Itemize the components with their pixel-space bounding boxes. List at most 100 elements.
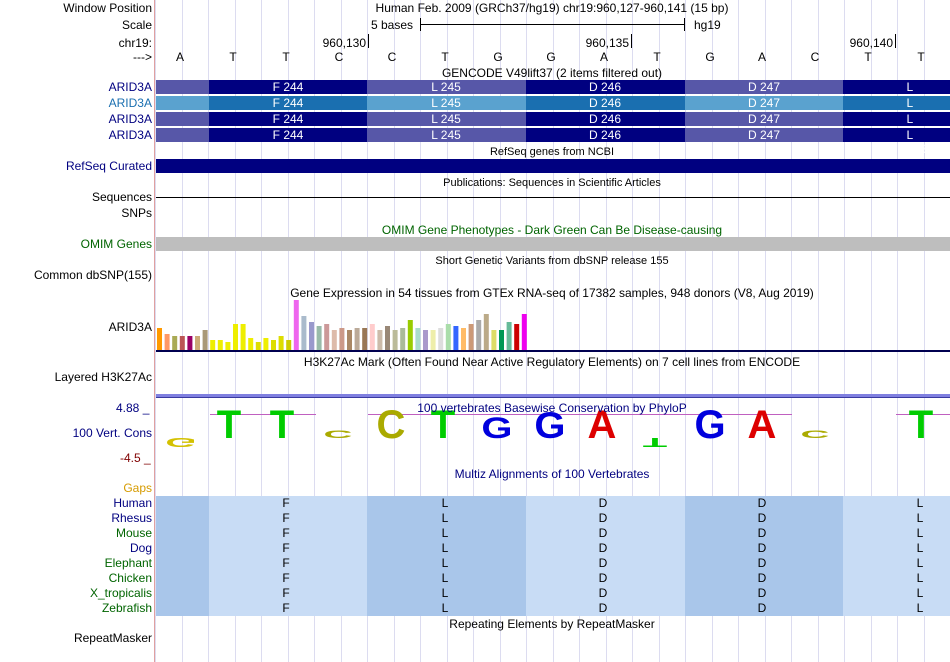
- multiz-segment[interactable]: [843, 526, 950, 541]
- multiz-segment[interactable]: [526, 586, 685, 601]
- multiz-segment[interactable]: [367, 556, 526, 571]
- multiz-segment[interactable]: [526, 571, 685, 586]
- refseq-gene-bar[interactable]: [156, 159, 950, 173]
- multiz-segment[interactable]: [685, 586, 843, 601]
- snps-label[interactable]: SNPs: [121, 206, 152, 220]
- multiz-segment[interactable]: [843, 541, 950, 556]
- repeatmasker-label[interactable]: RepeatMasker: [73, 631, 152, 645]
- multiz-segment[interactable]: [209, 496, 367, 511]
- multiz-segment[interactable]: [526, 541, 685, 556]
- multiz-segment[interactable]: [156, 556, 209, 571]
- omim-label[interactable]: OMIM Genes: [80, 237, 152, 251]
- gencode-exon-segment[interactable]: [367, 96, 526, 110]
- multiz-segment[interactable]: [685, 601, 843, 616]
- gencode-exon-segment[interactable]: [526, 112, 685, 126]
- multiz-segment[interactable]: [367, 571, 526, 586]
- multiz-segment[interactable]: [843, 586, 950, 601]
- multiz-segment[interactable]: [685, 526, 843, 541]
- species-label[interactable]: Dog: [129, 541, 152, 555]
- gencode-exon-segment[interactable]: [156, 128, 209, 142]
- multiz-segment[interactable]: [156, 571, 209, 586]
- gencode-exon-segment[interactable]: [685, 80, 843, 94]
- multiz-segment[interactable]: [367, 586, 526, 601]
- multiz-segment[interactable]: [156, 526, 209, 541]
- multiz-segment[interactable]: [526, 601, 685, 616]
- dbsnp-title[interactable]: Short Genetic Variants from dbSNP releas…: [435, 255, 669, 267]
- multiz-segment[interactable]: [843, 496, 950, 511]
- multiz-segment[interactable]: [685, 571, 843, 586]
- multiz-segment[interactable]: [156, 511, 209, 526]
- multiz-segment[interactable]: [209, 571, 367, 586]
- multiz-segment[interactable]: [156, 496, 209, 511]
- multiz-segment[interactable]: [843, 511, 950, 526]
- multiz-segment[interactable]: [367, 511, 526, 526]
- species-label[interactable]: Human: [113, 496, 152, 510]
- gencode-exon-segment[interactable]: [526, 80, 685, 94]
- multiz-segment[interactable]: [209, 526, 367, 541]
- gencode-exon-segment[interactable]: [526, 96, 685, 110]
- gencode-exon-segment[interactable]: [685, 112, 843, 126]
- multiz-segment[interactable]: [685, 556, 843, 571]
- species-label[interactable]: Rhesus: [111, 511, 152, 525]
- multiz-segment[interactable]: [367, 541, 526, 556]
- multiz-segment[interactable]: [156, 586, 209, 601]
- multiz-segment[interactable]: [367, 601, 526, 616]
- multiz-segment[interactable]: [209, 556, 367, 571]
- multiz-segment[interactable]: [156, 601, 209, 616]
- gencode-exon-segment[interactable]: [156, 96, 209, 110]
- gencode-exon-segment[interactable]: [843, 80, 950, 94]
- gencode-exon-segment[interactable]: [843, 112, 950, 126]
- gtex-title[interactable]: Gene Expression in 54 tissues from GTEx …: [290, 286, 814, 300]
- gencode-exon-segment[interactable]: [367, 128, 526, 142]
- multiz-segment[interactable]: [843, 601, 950, 616]
- species-label[interactable]: Zebrafish: [101, 601, 152, 615]
- multiz-title[interactable]: Multiz Alignments of 100 Vertebrates: [454, 467, 650, 481]
- cons-title[interactable]: 100 vertebrates Basewise Conservation by…: [417, 401, 687, 415]
- gencode-row-label[interactable]: ARID3A: [108, 128, 152, 142]
- dbsnp-label[interactable]: Common dbSNP(155): [33, 268, 152, 282]
- gencode-exon-segment[interactable]: [526, 128, 685, 142]
- gtex-bar-chart[interactable]: [156, 298, 556, 350]
- gencode-exon-segment[interactable]: [209, 80, 367, 94]
- gencode-exon-segment[interactable]: [209, 128, 367, 142]
- gencode-exon-segment[interactable]: [843, 96, 950, 110]
- gencode-row-label[interactable]: ARID3A: [108, 112, 152, 126]
- multiz-segment[interactable]: [526, 526, 685, 541]
- gtex-label[interactable]: ARID3A: [108, 320, 152, 334]
- multiz-segment[interactable]: [209, 511, 367, 526]
- sequences-label[interactable]: Sequences: [91, 190, 152, 204]
- omim-title[interactable]: OMIM Gene Phenotypes - Dark Green Can Be…: [381, 223, 723, 237]
- species-label[interactable]: Mouse: [115, 526, 152, 540]
- omim-bar[interactable]: [156, 237, 950, 251]
- multiz-segment[interactable]: [367, 496, 526, 511]
- gencode-title[interactable]: GENCODE V49lift37 (2 items filtered out): [441, 66, 663, 80]
- refseq-label[interactable]: RefSeq Curated: [65, 159, 152, 173]
- gencode-exon-segment[interactable]: [843, 128, 950, 142]
- multiz-segment[interactable]: [685, 541, 843, 556]
- gencode-row-label[interactable]: ARID3A: [108, 80, 152, 94]
- gencode-exon-segment[interactable]: [209, 96, 367, 110]
- multiz-segment[interactable]: [526, 511, 685, 526]
- multiz-segment[interactable]: [209, 541, 367, 556]
- multiz-segment[interactable]: [156, 541, 209, 556]
- gencode-exon-segment[interactable]: [685, 128, 843, 142]
- gencode-exon-segment[interactable]: [367, 80, 526, 94]
- gencode-exon-segment[interactable]: [367, 112, 526, 126]
- gencode-exon-segment[interactable]: [156, 112, 209, 126]
- cons-label[interactable]: 100 Vert. Cons: [72, 426, 152, 440]
- multiz-segment[interactable]: [685, 496, 843, 511]
- refseq-title[interactable]: RefSeq genes from NCBI: [489, 146, 615, 158]
- gaps-label[interactable]: Gaps: [123, 481, 152, 495]
- gencode-exon-segment[interactable]: [156, 80, 209, 94]
- multiz-segment[interactable]: [843, 556, 950, 571]
- h3k27ac-signal[interactable]: [156, 394, 950, 397]
- h3k27ac-title[interactable]: H3K27Ac Mark (Often Found Near Active Re…: [303, 355, 801, 369]
- multiz-segment[interactable]: [526, 556, 685, 571]
- species-label[interactable]: X_tropicalis: [89, 586, 152, 600]
- multiz-segment[interactable]: [843, 571, 950, 586]
- multiz-segment[interactable]: [209, 586, 367, 601]
- multiz-segment[interactable]: [367, 526, 526, 541]
- repeatmasker-title[interactable]: Repeating Elements by RepeatMasker: [449, 617, 655, 631]
- gencode-exon-segment[interactable]: [209, 112, 367, 126]
